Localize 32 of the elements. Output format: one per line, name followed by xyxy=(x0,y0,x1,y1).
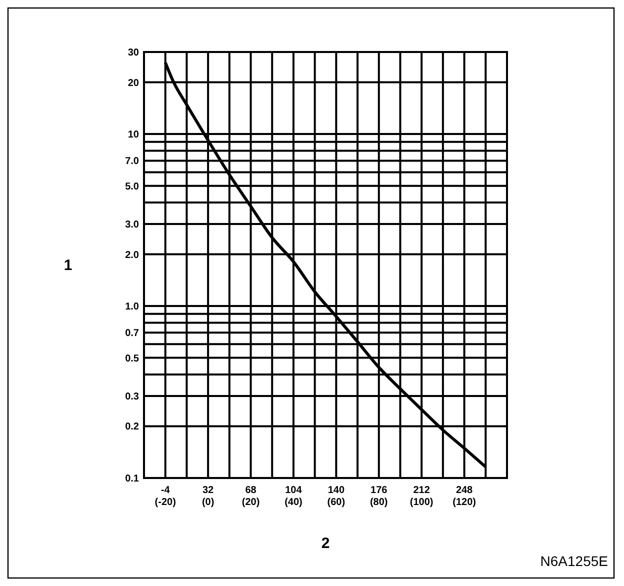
y-tick-label: 0.1 xyxy=(125,474,140,484)
x-tick-label: -4 xyxy=(160,485,170,496)
y-tick-label: 0.3 xyxy=(125,391,140,402)
x-tick-label: 32 xyxy=(202,485,214,496)
x2-tick-label: (60) xyxy=(327,497,346,508)
y-tick-label: 1.0 xyxy=(125,302,140,313)
x2-tick-label: (0) xyxy=(202,497,214,508)
y-tick-label: 0.7 xyxy=(125,328,140,340)
y-tick-label: 3.0 xyxy=(125,219,140,230)
x-tick-label: 68 xyxy=(245,485,257,496)
y-tick-label: 20 xyxy=(128,78,140,89)
y-tick-label: 2.0 xyxy=(125,250,140,261)
x2-tick-label: (80) xyxy=(370,497,388,508)
y-tick-label: 5.0 xyxy=(125,181,140,192)
x-tick-label: 212 xyxy=(413,485,430,496)
text: N6A1255E xyxy=(540,553,608,569)
y-tick-label: 0.5 xyxy=(125,353,140,364)
x2-tick-label: (120) xyxy=(452,497,476,508)
y-tick-label: 30 xyxy=(128,48,140,58)
x-tick-label: 140 xyxy=(328,485,345,496)
x-axis-title: 2 xyxy=(321,535,330,552)
y-axis-title: 1 xyxy=(64,257,72,274)
x-tick-label: 176 xyxy=(370,485,388,496)
y-tick-label: 0.2 xyxy=(125,422,140,433)
x2-tick-label: (20) xyxy=(242,497,260,508)
x2-tick-label: (40) xyxy=(284,497,302,508)
x-tick-label: 248 xyxy=(456,485,474,496)
y-tick-label: 7.0 xyxy=(125,156,140,168)
y-tick-label: 10 xyxy=(128,130,140,141)
x2-tick-label: (100) xyxy=(410,497,434,508)
x2-tick-label: (-20) xyxy=(154,497,176,508)
x-tick-label: 104 xyxy=(285,485,302,496)
